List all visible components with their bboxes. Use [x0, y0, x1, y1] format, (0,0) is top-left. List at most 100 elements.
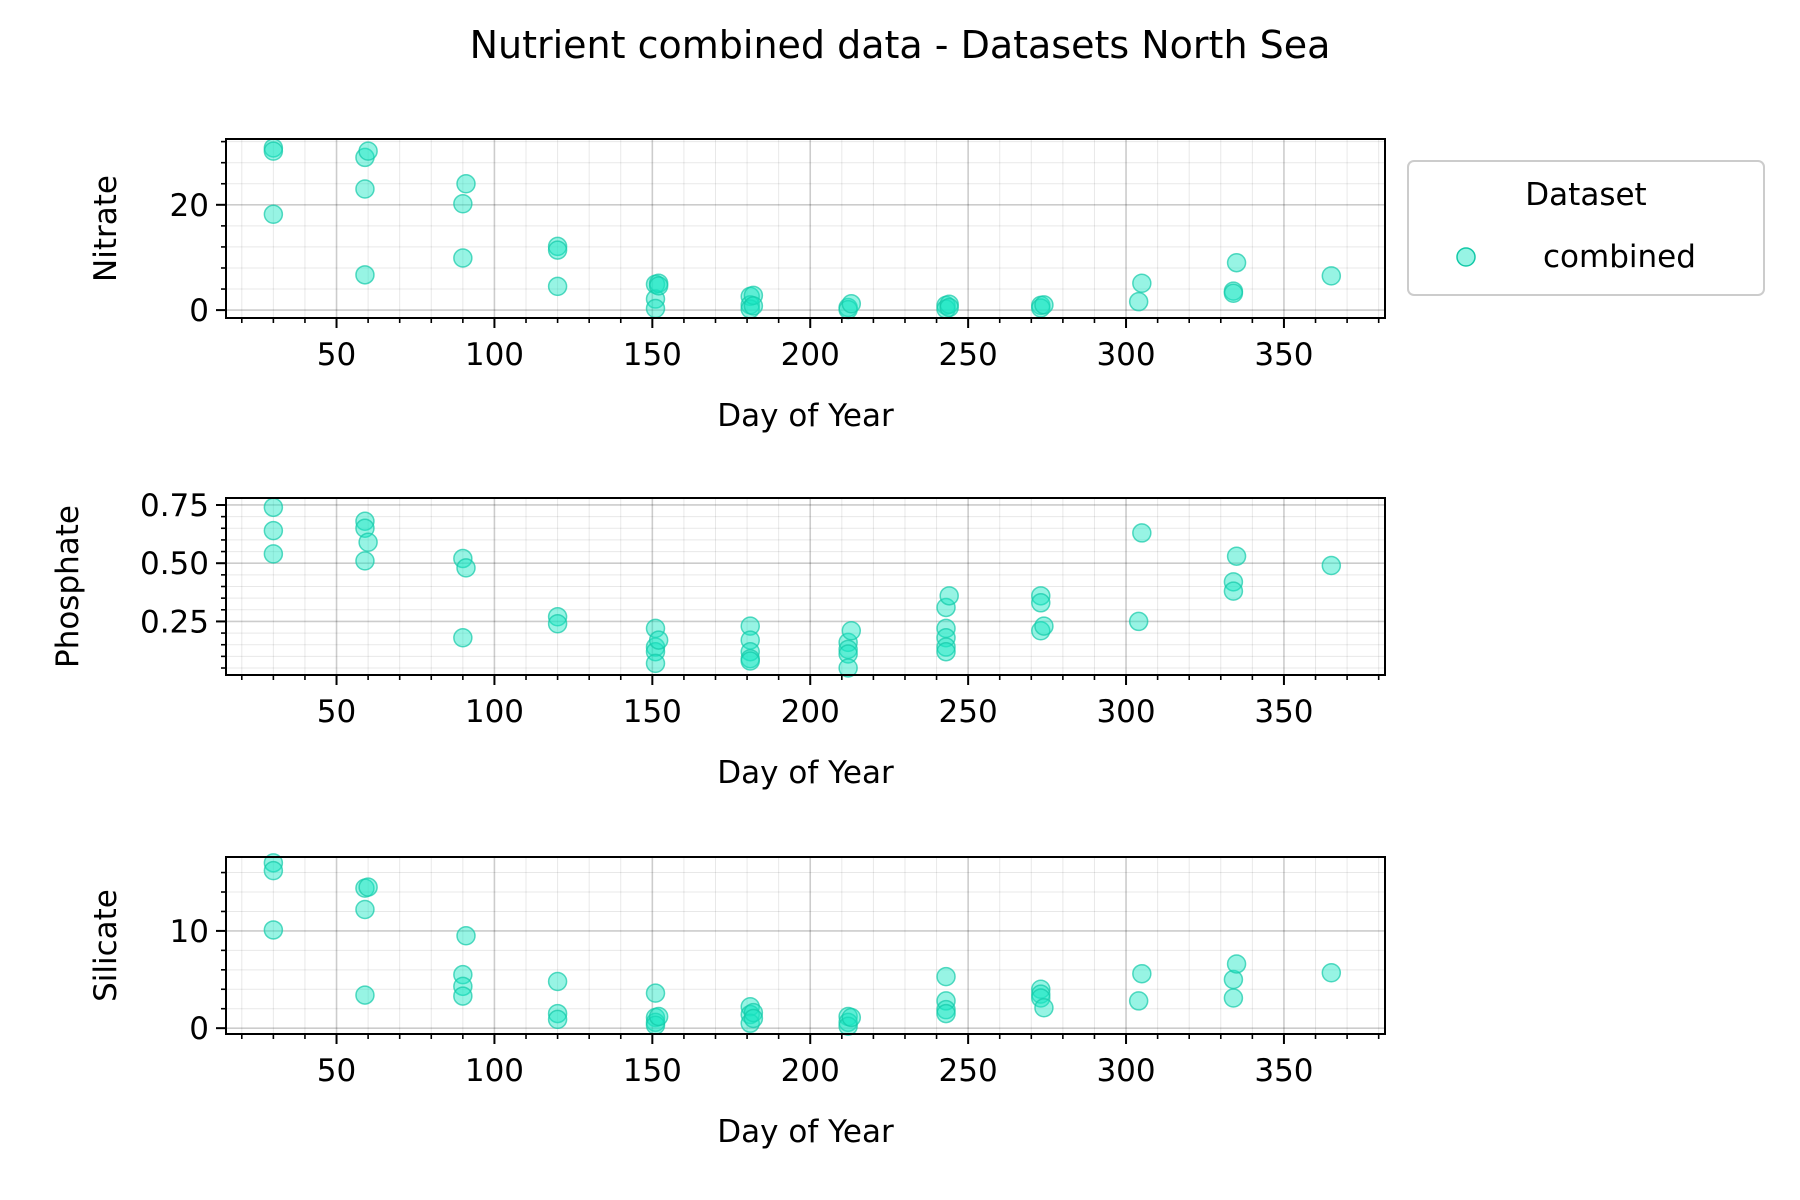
legend-label-combined: combined [1543, 239, 1696, 275]
data-point [841, 294, 862, 314]
data-point [645, 653, 666, 674]
subplot-nitrate: 50 100 150 200 250 300 350 0 20 Day of Year Nitrat… [88, 138, 1386, 434]
legend: Dataset combined [1407, 160, 1765, 296]
data-point [648, 1006, 669, 1027]
data-point [936, 637, 956, 657]
data-point [939, 297, 959, 318]
data-point [456, 174, 476, 194]
data-point [645, 983, 666, 1003]
data-point [939, 586, 959, 606]
data-point [740, 616, 760, 636]
data-point [355, 265, 375, 285]
data-point [1226, 954, 1247, 974]
x-tick-label: 150 [623, 337, 682, 373]
data-point [1034, 997, 1054, 1018]
data-point [936, 1003, 956, 1024]
x-tick-label: 50 [317, 337, 356, 373]
data-point [1132, 523, 1152, 543]
data-point [1223, 283, 1244, 304]
x-tick-label: 350 [1254, 694, 1313, 730]
data-point [263, 141, 284, 161]
plot-frame [225, 856, 1386, 1035]
data-point [936, 641, 956, 662]
x-axis-label: Day of Year [717, 398, 894, 434]
data-point [547, 240, 568, 260]
data-point [547, 1003, 568, 1024]
data-point [1321, 555, 1342, 576]
data-point [453, 194, 473, 214]
figure-title: Nutrient combined data - Datasets North … [470, 23, 1331, 67]
x-tick-label: 350 [1254, 337, 1313, 373]
data-point [547, 971, 568, 992]
data-point [547, 1009, 568, 1030]
data-point [1034, 295, 1054, 315]
data-point [355, 511, 375, 532]
data-point [453, 248, 473, 268]
x-axis-label: Day of Year [717, 755, 894, 791]
data-point [936, 966, 956, 987]
series-combined-phosphate [263, 497, 1342, 678]
data-point [1223, 581, 1244, 601]
data-point [456, 926, 476, 946]
data-point [358, 877, 378, 897]
x-tick-label: 50 [317, 1053, 356, 1089]
y-axis-label: Phosphate [50, 505, 86, 668]
series-combined-nitrate [263, 138, 1342, 320]
y-tick-label: 20 [170, 188, 209, 224]
data-point [841, 621, 862, 641]
data-point [358, 141, 378, 161]
data-point [1226, 252, 1247, 273]
data-point [263, 204, 284, 225]
data-point [547, 607, 568, 627]
x-tick-label: 100 [465, 337, 524, 373]
data-point [263, 853, 284, 873]
data-point [547, 614, 568, 634]
data-point [838, 644, 858, 664]
data-point [355, 985, 375, 1005]
subplot-phosphate: 50 100 150 200 250 300 350 0.25 0.50 0.75 Day of Y… [50, 488, 1386, 791]
y-tick-label: 0.25 [140, 604, 209, 640]
legend-title: Dataset [1525, 177, 1646, 213]
x-tick-label: 300 [1096, 337, 1155, 373]
data-point [456, 558, 476, 578]
data-point [1132, 963, 1152, 984]
data-point [355, 899, 375, 920]
x-tick-label: 250 [939, 1053, 998, 1089]
data-point [1031, 593, 1051, 613]
series-combined-silicate [263, 853, 1342, 1036]
x-tick-label: 150 [623, 1053, 682, 1089]
y-axis-label: Silicate [88, 889, 124, 1002]
x-tick-label: 100 [465, 1053, 524, 1089]
x-tick-label: 200 [781, 337, 840, 373]
data-point [1226, 546, 1247, 566]
data-point [648, 630, 669, 650]
x-tick-label: 50 [317, 694, 356, 730]
x-axis-label: Day of Year [717, 1114, 894, 1150]
x-tick-label: 200 [781, 1053, 840, 1089]
data-point [263, 520, 284, 541]
data-point [263, 497, 284, 518]
x-tick-label: 250 [939, 694, 998, 730]
y-tick-label: 10 [170, 914, 209, 950]
data-point [1223, 988, 1244, 1008]
data-point [1321, 266, 1342, 286]
data-point [1223, 969, 1244, 990]
y-tick-label: 0.75 [140, 488, 209, 524]
data-point [1128, 611, 1149, 632]
legend-frame [1407, 160, 1765, 296]
data-point [743, 1008, 764, 1029]
x-tick-label: 150 [623, 694, 682, 730]
data-point [263, 920, 284, 940]
data-point [358, 532, 378, 552]
y-tick-label: 0 [189, 1011, 209, 1047]
data-point [838, 658, 858, 678]
data-point [648, 276, 669, 296]
y-tick-label: 0.50 [140, 546, 209, 582]
plot-frame [225, 138, 1386, 319]
x-tick-label: 350 [1254, 1053, 1313, 1089]
data-point [1034, 616, 1054, 636]
data-point [453, 627, 473, 648]
data-point [263, 544, 284, 564]
subplot-silicate: 50 100 150 200 250 300 350 0 10 Day of Year Silica… [88, 853, 1386, 1150]
